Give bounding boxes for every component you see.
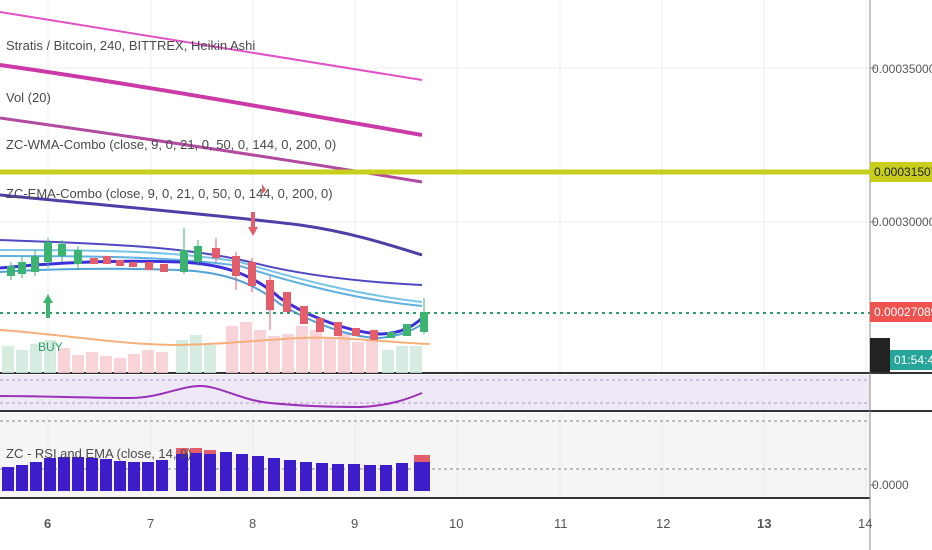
horizontal-line-price-tag[interactable]: 0.00031507	[870, 162, 932, 182]
bar-countdown-tag: 01:54:41	[890, 350, 932, 370]
legend-main[interactable]: Stratis / Bitcoin, 240, BITTREX, Heikin …	[6, 38, 256, 53]
price-label: 0.00030000	[872, 215, 932, 229]
time-axis-label: 14	[858, 516, 873, 531]
buy-arrow-icon	[43, 294, 53, 318]
time-axis-label: 7	[147, 516, 155, 531]
legend-ema-combo[interactable]: ZC-EMA-Combo (close, 9, 0, 21, 0, 50, 0,…	[6, 186, 333, 201]
time-axis-label: 9	[351, 516, 359, 531]
price-label: 0.0000	[872, 478, 909, 492]
price-tag-overlap	[870, 338, 890, 372]
volume-bars	[2, 322, 422, 373]
buy-signal-label: BUY	[38, 340, 63, 354]
legend-wma-combo[interactable]: ZC-WMA-Combo (close, 9, 0, 21, 0, 50, 0,…	[6, 137, 337, 152]
legend-volume[interactable]: Vol (20)	[6, 90, 51, 105]
time-axis-label: 8	[249, 516, 257, 531]
rsi-overlap	[176, 448, 430, 462]
time-axis-label: 13	[757, 516, 772, 531]
time-axis-label: 12	[656, 516, 671, 531]
price-label: 0.00035000	[872, 62, 932, 76]
rsi-histogram	[2, 448, 430, 491]
ma-line-8	[0, 259, 424, 336]
ma-line-4	[0, 193, 423, 257]
ma-line-1	[0, 11, 423, 81]
ma-line-6	[0, 249, 423, 303]
time-axis-label: 6	[44, 516, 52, 531]
candles	[7, 228, 428, 340]
time-axis-label: 10	[449, 516, 464, 531]
oscillator-line	[0, 384, 423, 409]
last-price-tag[interactable]: 0.00027089	[870, 302, 932, 322]
ma-line-9	[0, 267, 423, 340]
ma-line-5	[0, 239, 423, 286]
ma-line-2	[0, 63, 423, 137]
time-axis-label: 11	[554, 516, 568, 531]
legend-rsi[interactable]: ZC - RSI and EMA (close, 14, 9)	[6, 446, 192, 461]
sell-arrow-icon	[248, 184, 266, 236]
